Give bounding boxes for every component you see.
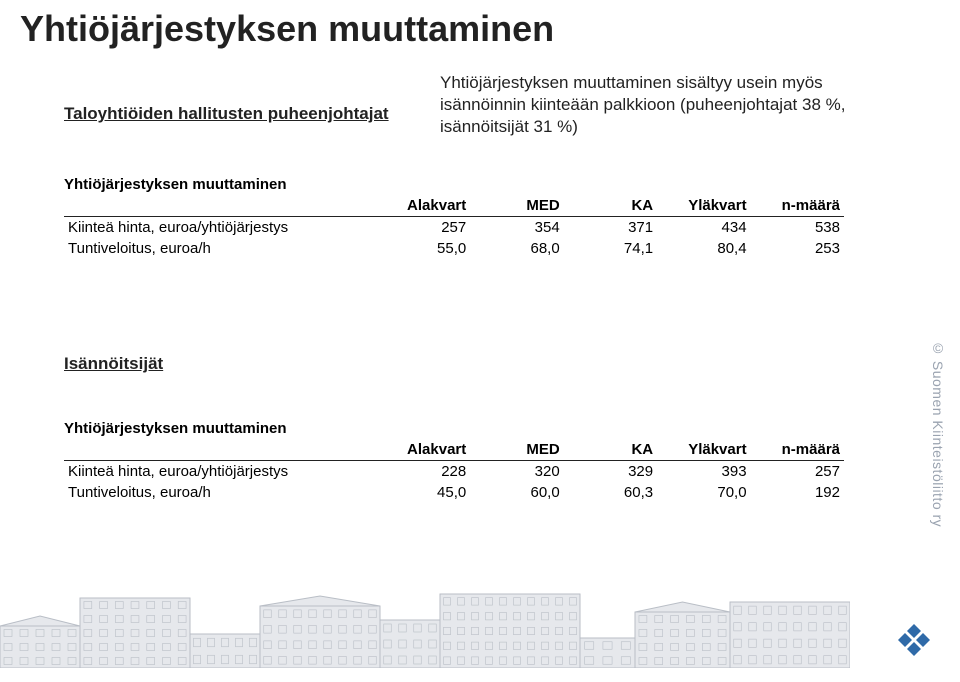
table2-r1-c3: 70,0 [657,482,750,503]
table1-header-row: Alakvart MED KA Yläkvart n-määrä [64,195,844,217]
table-row: Kiinteä hinta, euroa/yhtiöjärjestys 257 … [64,217,844,239]
table2-header-row: Alakvart MED KA Yläkvart n-määrä [64,439,844,461]
table2-r0-c0: 228 [377,461,470,483]
table2-r1-c0: 45,0 [377,482,470,503]
table2: Alakvart MED KA Yläkvart n-määrä Kiinteä… [64,439,844,503]
table1-col-4: n-määrä [751,195,844,217]
table2-r1-c1: 60,0 [470,482,563,503]
table1-r0-label: Kiinteä hinta, euroa/yhtiöjärjestys [64,217,377,239]
table2-title: Yhtiöjärjestyksen muuttaminen [64,420,844,437]
table1-header-blank [64,195,377,217]
table1-r0-c3: 434 [657,217,750,239]
table1-col-0: Alakvart [377,195,470,217]
copyright-text: © Suomen Kiinteistöliitto ry [930,340,946,527]
table2-header-blank [64,439,377,461]
subhead-description: Yhtiöjärjestyksen muuttaminen sisältyy u… [440,72,870,138]
table2-r0-c4: 257 [751,461,844,483]
table1-r1-label: Tuntiveloitus, euroa/h [64,238,377,259]
footer [0,572,960,682]
table1-col-1: MED [470,195,563,217]
table2-r0-c1: 320 [470,461,563,483]
subhead-board-chairs: Taloyhtiöiden hallitusten puheenjohtajat [64,104,389,124]
table2-col-4: n-määrä [751,439,844,461]
table1-r1-c1: 68,0 [470,238,563,259]
skyline-graphic [0,578,850,668]
table1-col-3: Yläkvart [657,195,750,217]
table1-r1-c0: 55,0 [377,238,470,259]
table1-r0-c1: 354 [470,217,563,239]
logo-icon [890,616,938,664]
table2-col-0: Alakvart [377,439,470,461]
table2-r0-c3: 393 [657,461,750,483]
table1-title: Yhtiöjärjestyksen muuttaminen [64,176,844,193]
table1-r0-c4: 538 [751,217,844,239]
table1-col-2: KA [564,195,657,217]
page-title: Yhtiöjärjestyksen muuttaminen [20,8,554,50]
table-row: Tuntiveloitus, euroa/h 45,0 60,0 60,3 70… [64,482,844,503]
table2-r1-c2: 60,3 [564,482,657,503]
table1: Alakvart MED KA Yläkvart n-määrä Kiinteä… [64,195,844,259]
table2-r0-c2: 329 [564,461,657,483]
table2-r0-label: Kiinteä hinta, euroa/yhtiöjärjestys [64,461,377,483]
section-heading-managers: Isännöitsijät [64,354,163,374]
table2-col-2: KA [564,439,657,461]
table2-col-1: MED [470,439,563,461]
table2-col-3: Yläkvart [657,439,750,461]
table1-r0-c2: 371 [564,217,657,239]
table1-r1-c3: 80,4 [657,238,750,259]
table1-r1-c2: 74,1 [564,238,657,259]
table-row: Kiinteä hinta, euroa/yhtiöjärjestys 228 … [64,461,844,483]
table2-block: Yhtiöjärjestyksen muuttaminen Alakvart M… [64,420,844,503]
table1-block: Yhtiöjärjestyksen muuttaminen Alakvart M… [64,176,844,259]
table1-r1-c4: 253 [751,238,844,259]
table2-r1-c4: 192 [751,482,844,503]
table1-r0-c0: 257 [377,217,470,239]
table-row: Tuntiveloitus, euroa/h 55,0 68,0 74,1 80… [64,238,844,259]
table2-r1-label: Tuntiveloitus, euroa/h [64,482,377,503]
